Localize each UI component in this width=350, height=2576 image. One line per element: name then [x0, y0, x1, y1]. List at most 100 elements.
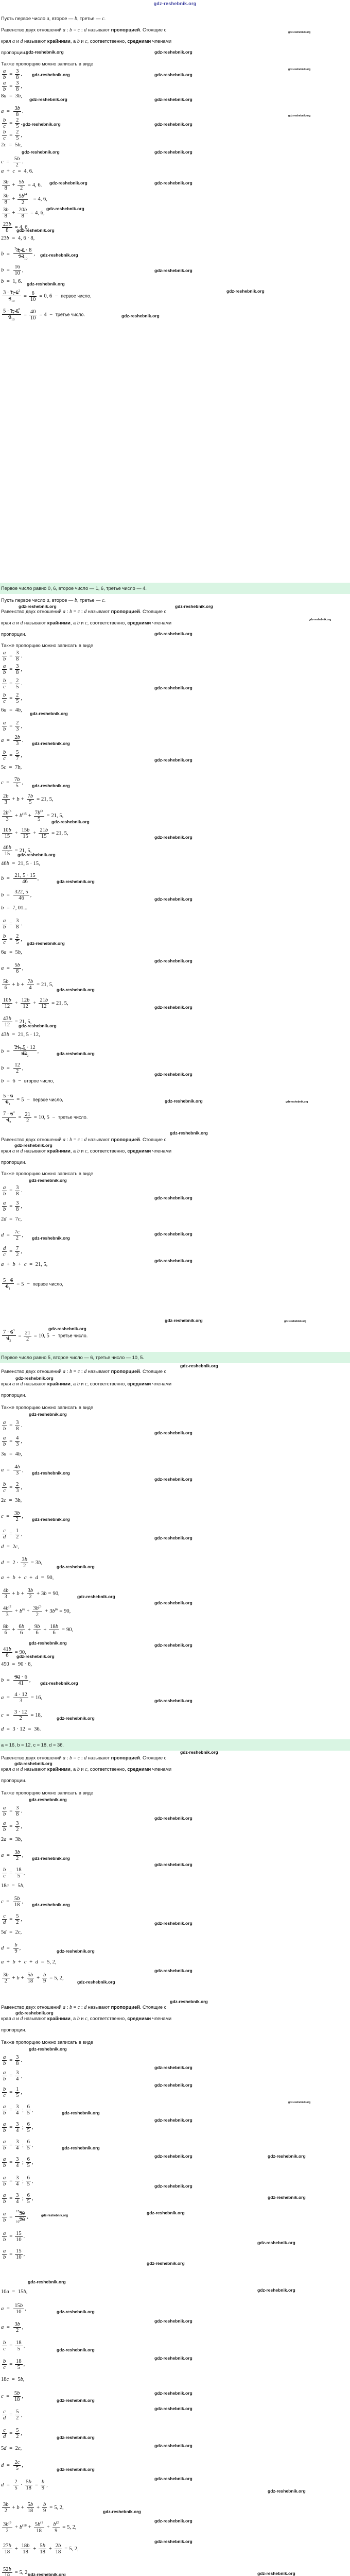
equation: a + c = 4, 6. — [1, 168, 33, 174]
theory-also-write: Также пропорцию можно записать в виде — [1, 1790, 94, 1795]
equation: c = 5b 18, — [1, 2391, 23, 2403]
equation: 7 · 63 42 = 21 2 = 10, 5 − третье число. — [2, 1329, 88, 1343]
equation: 27b 18 +18b 18 +5b 18 +2b 18 = 5, 2, — [2, 2543, 79, 2555]
theory-proportion-def-1: Равенство двух отношений a : b = c : d н… — [1, 2005, 167, 2010]
equation: 46b 15 = 21, 5, — [2, 845, 32, 857]
watermark: gdz-reshebnik.org — [29, 1412, 67, 1417]
answer-band: a = 16, b = 12, c = 18, d = 36. — [0, 1739, 350, 1751]
watermark: gdz-reshebnik.org — [57, 987, 95, 992]
watermark: gdz-reshebnik.org — [154, 1600, 192, 1605]
equation: b c = 18 5, — [2, 1867, 25, 1879]
equation: 3 · 1, 62 810 = 6 10 = 0, 6 − первое число, — [2, 289, 92, 303]
equation: 3a = 4b, — [1, 1451, 22, 1457]
equation: b = 7, 01... — [1, 905, 28, 911]
watermark: gdz-reshebnik.org — [57, 1051, 95, 1056]
watermark: gdz-reshebnik.org — [154, 2476, 192, 2481]
equation: c = 5b 18, — [1, 1896, 23, 1908]
watermark: gdz-reshebnik.org — [32, 783, 70, 788]
equation: b c = 1 5, — [2, 2087, 23, 2099]
watermark: gdz-reshebnik.org — [15, 2010, 54, 2015]
equation: a = 3b 2, — [1, 2321, 24, 2334]
theory-also-write: Также пропорцию можно записать в виде — [1, 61, 94, 66]
watermark: gdz-reshebnik.org — [57, 2347, 95, 2352]
equation: d = 2c 5, — [1, 2460, 23, 2472]
equation: 10b 15 +15b 15 +21b 15 = 21, 5, — [2, 827, 68, 840]
watermark: gdz-reshebnik.org — [23, 122, 61, 127]
equation: a b = 3 2, — [2, 1821, 23, 1833]
watermark: gdz-reshebnik.org — [268, 2195, 306, 2200]
watermark: gdz-reshebnik.org — [57, 2467, 95, 2472]
watermark: gdz-reshebnik.org — [154, 1968, 192, 1973]
watermark: gdz-reshebnik.org — [288, 31, 311, 34]
watermark: gdz-reshebnik.org — [57, 1716, 95, 1721]
equation: 46b = 21, 5 · 15, — [1, 861, 40, 867]
equation: 2b(5 3 + b(15 +7b(3 5 = 21, 5, — [2, 809, 64, 822]
watermark: gdz-reshebnik.org — [57, 1564, 95, 1569]
equation: 2b 3 + b +7b 5 = 21, 5, — [2, 793, 54, 806]
watermark: gdz-reshebnik.org — [103, 2509, 141, 2514]
equation: a b = 1530 1020, — [2, 2210, 28, 2224]
watermark: gdz-reshebnik.org — [154, 1231, 192, 1236]
watermark: gdz-reshebnik.org — [29, 2046, 67, 2052]
watermark: gdz-reshebnik.org — [41, 2214, 68, 2217]
watermark: gdz-reshebnik.org — [32, 72, 70, 77]
theory-proportion-def-2: края a и d называют крайними, а b и c, с… — [1, 1767, 172, 1772]
watermark: gdz-reshebnik.org — [154, 149, 192, 155]
site-header-brand: gdz-reshebnik.org — [153, 1, 197, 6]
equation: 5b 6 + b +7b 4 = 21, 5, — [2, 979, 54, 991]
equation: a b = 3 8. — [2, 1185, 23, 1197]
equation: 3b 8 +5b(4 2 = 4, 6, — [2, 193, 47, 206]
watermark: gdz-reshebnik.org — [154, 1862, 192, 1867]
watermark: gdz-reshebnik.org — [257, 2240, 295, 2245]
equation: 6a = 4b, — [1, 707, 22, 713]
theory-proportion-def-3: пропорции. — [1, 632, 27, 637]
watermark: gdz-reshebnik.org — [288, 2101, 311, 2104]
watermark: gdz-reshebnik.org — [154, 1195, 192, 1200]
watermark: gdz-reshebnik.org — [284, 1320, 307, 1323]
equation: 7 · 63 42 = 21 2 = 10, 5 − третье число. — [2, 1110, 88, 1124]
watermark: gdz-reshebnik.org — [154, 685, 192, 690]
watermark: gdz-reshebnik.org — [29, 1178, 67, 1183]
equation: a b = 2 3, — [2, 720, 23, 733]
answer-text: a = 16, b = 12, c = 18, d = 36. — [1, 1742, 64, 1748]
watermark: gdz-reshebnik.org — [40, 1681, 78, 1686]
watermark: gdz-reshebnik.org — [257, 2287, 295, 2293]
theory-also-write: Также пропорцию можно записать в виде — [1, 1171, 94, 1176]
equation: 3b(9 2 + b(18 +5b(1 18 + b(2 9 = 5, 2, — [2, 2521, 77, 2534]
equation: 2c = 3b, — [1, 1498, 22, 1503]
theory-proportion-def-2: края a и d называют крайними, а b и c, с… — [1, 39, 172, 44]
equation: 2a = 3b, — [1, 1837, 22, 1842]
watermark: gdz-reshebnik.org — [14, 1761, 52, 1766]
equation: b = 322, 5 46, — [1, 889, 32, 902]
watermark: gdz-reshebnik.org — [57, 879, 95, 884]
watermark: gdz-reshebnik.org — [32, 741, 70, 746]
watermark: gdz-reshebnik.org — [154, 268, 192, 273]
theory-also-write: Также пропорцию можно записать в виде — [1, 1405, 94, 1410]
equation: d c = 7 2, — [2, 1246, 23, 1258]
watermark: gdz-reshebnik.org — [154, 2318, 192, 2324]
theory-proportion-def-1: Равенство двух отношений a : b = c : d н… — [1, 1137, 167, 1143]
equation: 4b(2 3 + b(6 +3b(3 2 +3b(6 = 90, — [2, 1605, 71, 1618]
theory-proportion-def-1: Равенство двух отношений a : b = c : d н… — [1, 1369, 167, 1375]
watermark: gdz-reshebnik.org — [28, 2279, 66, 2284]
theory-proportion-def-2: края a и d называют крайними, а b и c, с… — [1, 620, 172, 626]
theory-proportion-def-3: пропорции. — [1, 1393, 27, 1398]
watermark: gdz-reshebnik.org — [154, 1921, 192, 1926]
equation: 8b 6 +6b 6 +9b 6 +18b 6 = 90, — [2, 1624, 74, 1636]
watermark: gdz-reshebnik.org — [28, 2572, 66, 2576]
watermark: gdz-reshebnik.org — [257, 2571, 295, 2576]
watermark: gdz-reshebnik.org — [57, 2435, 95, 2440]
watermark: gdz-reshebnik.org — [309, 618, 331, 621]
watermark: gdz-reshebnik.org — [170, 1999, 208, 2004]
equation: 2d = 7c, — [1, 1216, 22, 1222]
watermark: gdz-reshebnik.org — [154, 72, 192, 77]
watermark: gdz-reshebnik.org — [22, 149, 60, 155]
watermark: gdz-reshebnik.org — [147, 2210, 185, 2215]
equation: c d = 5 2, — [2, 1913, 23, 1926]
equation: b c = 18 5, — [2, 2340, 25, 2352]
theory-proportion-def-3: пропорции. — [1, 1778, 27, 1783]
